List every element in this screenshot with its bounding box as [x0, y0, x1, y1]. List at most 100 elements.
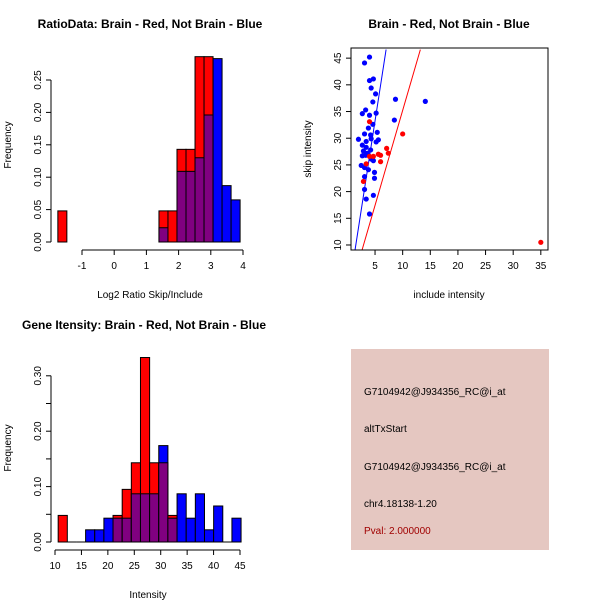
y-tick-label: 20 [333, 186, 344, 198]
y-tick-label: 35 [333, 106, 344, 118]
blue-point [374, 129, 380, 135]
blue-point [361, 60, 368, 66]
histogram-bar [57, 514, 68, 543]
blue-point [355, 136, 362, 142]
histogram-bar [103, 517, 114, 543]
histogram-bar [203, 529, 215, 543]
histogram-bar-overlap [130, 493, 141, 543]
x-tick-label: 30 [508, 261, 520, 272]
y-tick-label: 45 [333, 52, 344, 64]
y-tick-label: 0.00 [33, 232, 44, 252]
red-point [363, 161, 369, 167]
ratio-histogram-xlabel: Log2 Ratio Skip/Include [97, 290, 203, 301]
y-tick-label: 15 [333, 212, 344, 224]
histogram-bar-overlap [167, 517, 178, 543]
blue-point [392, 96, 399, 102]
probe-id-2: G7104942@J934356_RC@i_at [364, 462, 506, 473]
blue-point [371, 169, 378, 175]
intensity-scatter-xlabel: include intensity [413, 290, 484, 301]
x-tick-label: -1 [78, 261, 87, 272]
ratio-histogram: RatioData: Brain - Red, Not Brain - Blue… [3, 17, 263, 301]
x-tick-label: 15 [425, 261, 437, 272]
x-tick-label: 35 [535, 261, 547, 272]
red-point [377, 159, 384, 165]
histogram-bar-overlap [139, 493, 151, 543]
histogram-bar-overlap [121, 517, 132, 543]
red-point [366, 153, 373, 159]
y-tick-label: 10 [333, 239, 344, 251]
blue-point [370, 99, 376, 105]
red-point [400, 131, 406, 137]
blue-point [366, 211, 373, 217]
ratio-histogram-title: RatioData: Brain - Red, Not Brain - Blue [38, 17, 263, 31]
histogram-bar-overlap [194, 157, 205, 243]
blue-point [363, 107, 369, 113]
y-tick-label: 0.00 [33, 532, 44, 552]
blue-point [366, 112, 373, 118]
histogram-bar-overlap [158, 462, 169, 543]
x-tick-label: 25 [129, 561, 141, 572]
red-point [384, 145, 390, 151]
blue-point [361, 186, 368, 193]
x-tick-label: 35 [182, 561, 194, 572]
histogram-bar [94, 529, 105, 543]
x-tick-label: 20 [102, 561, 114, 572]
y-tick-label: 0.10 [33, 476, 44, 496]
intensity-scatter-ylabel: skip intensity [303, 120, 314, 177]
blue-point [365, 125, 372, 131]
x-tick-label: 40 [208, 561, 220, 572]
y-tick-label: 25 [333, 159, 344, 171]
histogram-bar-overlap [158, 227, 169, 243]
blue-point [360, 148, 367, 154]
x-tick-label: 3 [208, 261, 214, 272]
red-point [538, 239, 544, 245]
histogram-bar-overlap [149, 493, 160, 543]
red-fit-line [361, 49, 421, 250]
blue-point [370, 158, 376, 164]
chromosome-location: chr4.18138-1.20 [364, 499, 437, 510]
blue-point [375, 137, 381, 143]
x-tick-label: 2 [176, 261, 182, 272]
histogram-bar-overlap [185, 170, 196, 243]
histogram-bar-overlap [203, 114, 214, 243]
histogram-bar [231, 517, 242, 543]
blue-point [370, 192, 376, 198]
x-tick-label: 15 [76, 561, 88, 572]
gene-intensity-histogram: Gene Itensity: Brain - Red, Not Brain - … [3, 318, 266, 600]
y-tick-label: 0.15 [33, 135, 44, 155]
histogram-bar [212, 58, 223, 243]
blue-point [368, 147, 374, 153]
y-tick-label: 0.30 [33, 366, 44, 386]
histogram-bar [57, 210, 68, 243]
x-tick-label: 20 [452, 261, 464, 272]
blue-point [359, 142, 365, 148]
gene-intensity-title: Gene Itensity: Brain - Red, Not Brain - … [22, 318, 266, 332]
probe-id: G7104942@J934356_RC@i_at [364, 387, 506, 398]
x-tick-label: 4 [240, 261, 246, 272]
histogram-bar [213, 505, 224, 543]
blue-point [366, 54, 373, 60]
blue-point [368, 136, 374, 142]
histogram-bar [194, 493, 205, 543]
histogram-bar [167, 210, 178, 243]
histogram-bar [221, 185, 232, 243]
histogram-bar [230, 199, 241, 243]
red-point [385, 150, 391, 156]
histogram-bar-overlap [112, 517, 123, 543]
blue-point [391, 117, 397, 123]
y-tick-label: 0.10 [33, 167, 44, 187]
blue-point [372, 91, 379, 97]
histogram-bar [185, 517, 196, 543]
y-tick-label: 0.25 [33, 70, 44, 90]
info-panel: G7104942@J934356_RC@i_at altTxStart G710… [351, 349, 549, 550]
red-point [360, 178, 367, 185]
x-tick-label: 5 [372, 261, 378, 272]
blue-point [368, 85, 374, 91]
x-tick-label: 10 [49, 561, 61, 572]
red-point [366, 119, 373, 125]
blue-point [363, 138, 369, 145]
blue-point [365, 167, 372, 173]
x-tick-label: 1 [144, 261, 150, 272]
histogram-bar-overlap [176, 170, 187, 243]
histogram-bar [85, 529, 96, 543]
